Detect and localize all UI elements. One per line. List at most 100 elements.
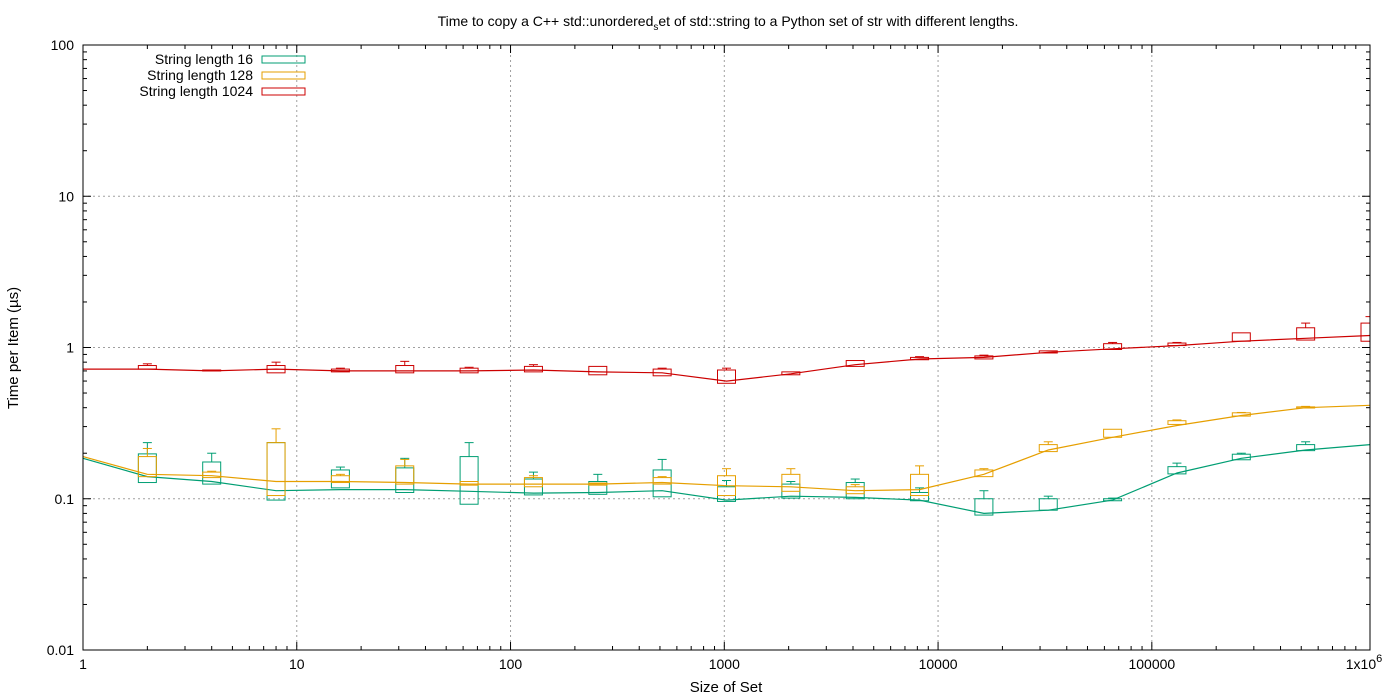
box-mark	[1296, 405, 1316, 409]
box-mark	[1103, 497, 1123, 502]
box-body	[1167, 420, 1187, 425]
box-mark	[459, 481, 479, 486]
box-mark	[330, 473, 350, 484]
y-axis: 0.01 0.1 1 10 100	[47, 37, 1370, 658]
box-body	[395, 467, 415, 493]
legend-swatch	[261, 87, 306, 96]
box-mark	[1231, 452, 1251, 461]
box-body	[1103, 428, 1123, 438]
y-axis-label: Time per Item (µs)	[5, 287, 22, 409]
x-tick-label: 100000	[1128, 656, 1175, 672]
box-mark	[974, 468, 994, 478]
box-mark	[523, 364, 543, 373]
box-mark	[202, 470, 222, 479]
box-mark	[588, 482, 608, 486]
series-line	[82, 404, 1371, 492]
legend-swatch	[261, 55, 306, 64]
box-mark	[330, 367, 350, 373]
box-body	[845, 360, 865, 367]
box-mark	[717, 480, 736, 502]
box-mark	[910, 465, 930, 497]
box-mark	[1167, 419, 1187, 425]
box-mark	[1167, 462, 1187, 475]
x-tick-label: 100	[499, 656, 523, 672]
box-body	[395, 465, 415, 485]
legend-swatch	[261, 71, 306, 80]
box-body	[266, 442, 286, 501]
box-mark	[1296, 441, 1316, 452]
box-mark	[266, 428, 286, 497]
box-body	[459, 481, 479, 486]
series-2	[82, 404, 1371, 497]
box-body	[1231, 332, 1251, 342]
box-mark	[717, 367, 736, 384]
series-line	[83, 334, 1371, 382]
box-body	[266, 442, 286, 497]
box-mark	[1231, 411, 1251, 417]
box-body	[1360, 322, 1371, 342]
box-body	[137, 456, 157, 478]
box-mark	[910, 356, 930, 361]
x-tick-label: 1	[79, 656, 87, 672]
box-mark	[202, 452, 222, 485]
box-mark	[395, 360, 415, 374]
chart-title: Time to copy a C++ std::unorderedset of …	[438, 13, 1019, 33]
x-axis: 1 10 100 1000 10000 100000 1x106	[79, 45, 1382, 672]
box-mark	[137, 363, 157, 370]
grid	[83, 45, 1370, 650]
box-body	[395, 365, 415, 374]
legend-label: String length 1024	[139, 83, 253, 99]
box-body	[588, 365, 608, 376]
legend-label: String length 128	[147, 67, 253, 83]
box-mark	[1167, 341, 1187, 347]
x-tick-label-exponent: 6	[1376, 653, 1382, 665]
x-tick-label: 1x106	[1346, 653, 1382, 672]
x-tick-label-base: 1x10	[1346, 656, 1377, 672]
box-mark	[845, 360, 865, 367]
box-mark	[652, 476, 672, 485]
chart-title-subscript: s	[653, 22, 658, 33]
box-body	[459, 456, 479, 505]
box-mark	[717, 468, 736, 497]
box-mark	[459, 366, 479, 374]
y-tick-label: 10	[58, 188, 74, 204]
chart-title-rest: et of std::string to a Python set of str…	[658, 13, 1018, 29]
x-tick-label: 10	[289, 656, 305, 672]
y-tick-label: 0.01	[47, 642, 74, 658]
box-body	[1167, 342, 1187, 347]
box-mark	[1296, 322, 1316, 341]
series-3	[83, 316, 1371, 384]
legend-label: String length 16	[155, 51, 253, 67]
box-mark	[974, 490, 994, 516]
x-tick-label: 1000	[709, 656, 740, 672]
box-mark	[395, 458, 415, 485]
box-body	[523, 365, 543, 373]
plot-series	[82, 316, 1371, 516]
box-mark	[1038, 350, 1058, 354]
box-mark	[330, 466, 350, 489]
box-mark	[652, 367, 672, 377]
box-body	[202, 369, 222, 372]
box-mark	[266, 442, 286, 501]
box-mark	[1038, 495, 1058, 511]
box-body	[330, 469, 350, 489]
box-mark	[459, 442, 479, 505]
box-body	[137, 453, 157, 484]
box-mark	[781, 468, 801, 492]
chart-title-main: Time to copy a C++ std::unordered	[438, 13, 654, 29]
y-tick-label: 0.1	[55, 491, 75, 507]
plot-frame	[82, 44, 1371, 651]
box-mark	[588, 473, 608, 495]
box-mark	[523, 475, 543, 488]
x-tick-label: 10000	[919, 656, 958, 672]
series-1	[82, 441, 1371, 516]
box-mark	[1103, 428, 1123, 438]
box-mark	[845, 484, 865, 495]
box-mark	[1038, 441, 1058, 453]
box-mark	[266, 361, 286, 374]
box-body	[588, 482, 608, 486]
y-tick-label: 100	[51, 37, 75, 53]
box-mark	[202, 369, 222, 372]
